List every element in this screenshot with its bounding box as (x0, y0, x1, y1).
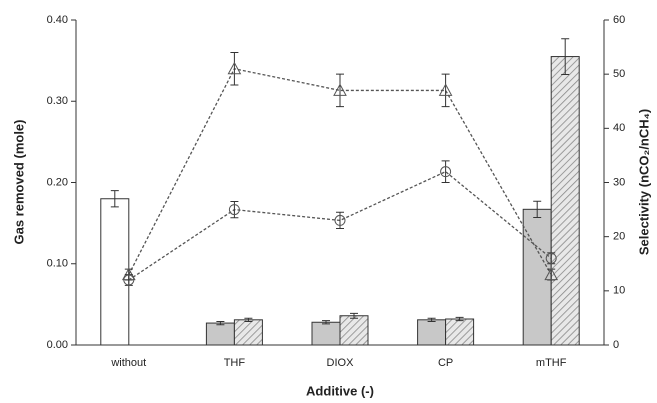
bar (233, 319, 263, 346)
y-tick-label: 0.20 (47, 176, 68, 188)
bar (550, 56, 580, 346)
marker (123, 274, 135, 286)
error-bar (533, 200, 542, 218)
error-bar (336, 73, 344, 108)
error-bar (230, 200, 239, 219)
y2-tick-label: 30 (613, 176, 625, 188)
line (128, 68, 552, 275)
bar (417, 319, 447, 346)
error-bar (216, 320, 225, 326)
y2-tick-label: 50 (613, 68, 625, 80)
error-bar (110, 190, 119, 208)
marker (545, 252, 557, 264)
y-tick-label: 0.40 (47, 14, 68, 26)
x-tick-label: CP (438, 357, 453, 369)
marker (438, 83, 453, 96)
y2-tick-label: 10 (613, 285, 625, 297)
error-bar (441, 160, 450, 183)
marker (334, 214, 346, 226)
y-axis-title: Gas removed (mole) (11, 120, 26, 245)
bar (339, 315, 369, 346)
error-bar (350, 312, 358, 319)
x-tick-label: mTHF (536, 357, 567, 369)
marker (227, 61, 242, 75)
y2-tick-label: 40 (613, 122, 625, 134)
bar (205, 322, 235, 346)
bar (100, 198, 130, 346)
y2-axis-title: Selectivity (nCO₂/nCH₄) (636, 109, 651, 255)
x-tick-label: DIOX (327, 357, 355, 369)
x-axis-title: Additive (-) (306, 383, 374, 398)
error-bar (230, 52, 239, 86)
marker (228, 204, 240, 216)
marker (544, 267, 559, 281)
y2-tick-label: 20 (613, 231, 625, 243)
error-bar (322, 320, 330, 325)
bar (445, 318, 475, 346)
error-bar (455, 316, 464, 322)
x-tick-label: THF (224, 357, 246, 369)
error-bar (441, 73, 450, 108)
error-bar (427, 317, 436, 322)
error-bar (561, 38, 570, 75)
y-tick-label: 0.00 (47, 339, 68, 351)
bar (311, 321, 341, 346)
y2-tick-label: 0 (613, 339, 619, 351)
marker (333, 83, 347, 96)
x-tick-label: without (110, 357, 146, 369)
error-bar (244, 317, 253, 322)
y-tick-label: 0.10 (47, 258, 68, 270)
y-tick-label: 0.30 (47, 95, 68, 107)
marker (440, 166, 452, 178)
y2-tick-label: 60 (613, 14, 625, 26)
